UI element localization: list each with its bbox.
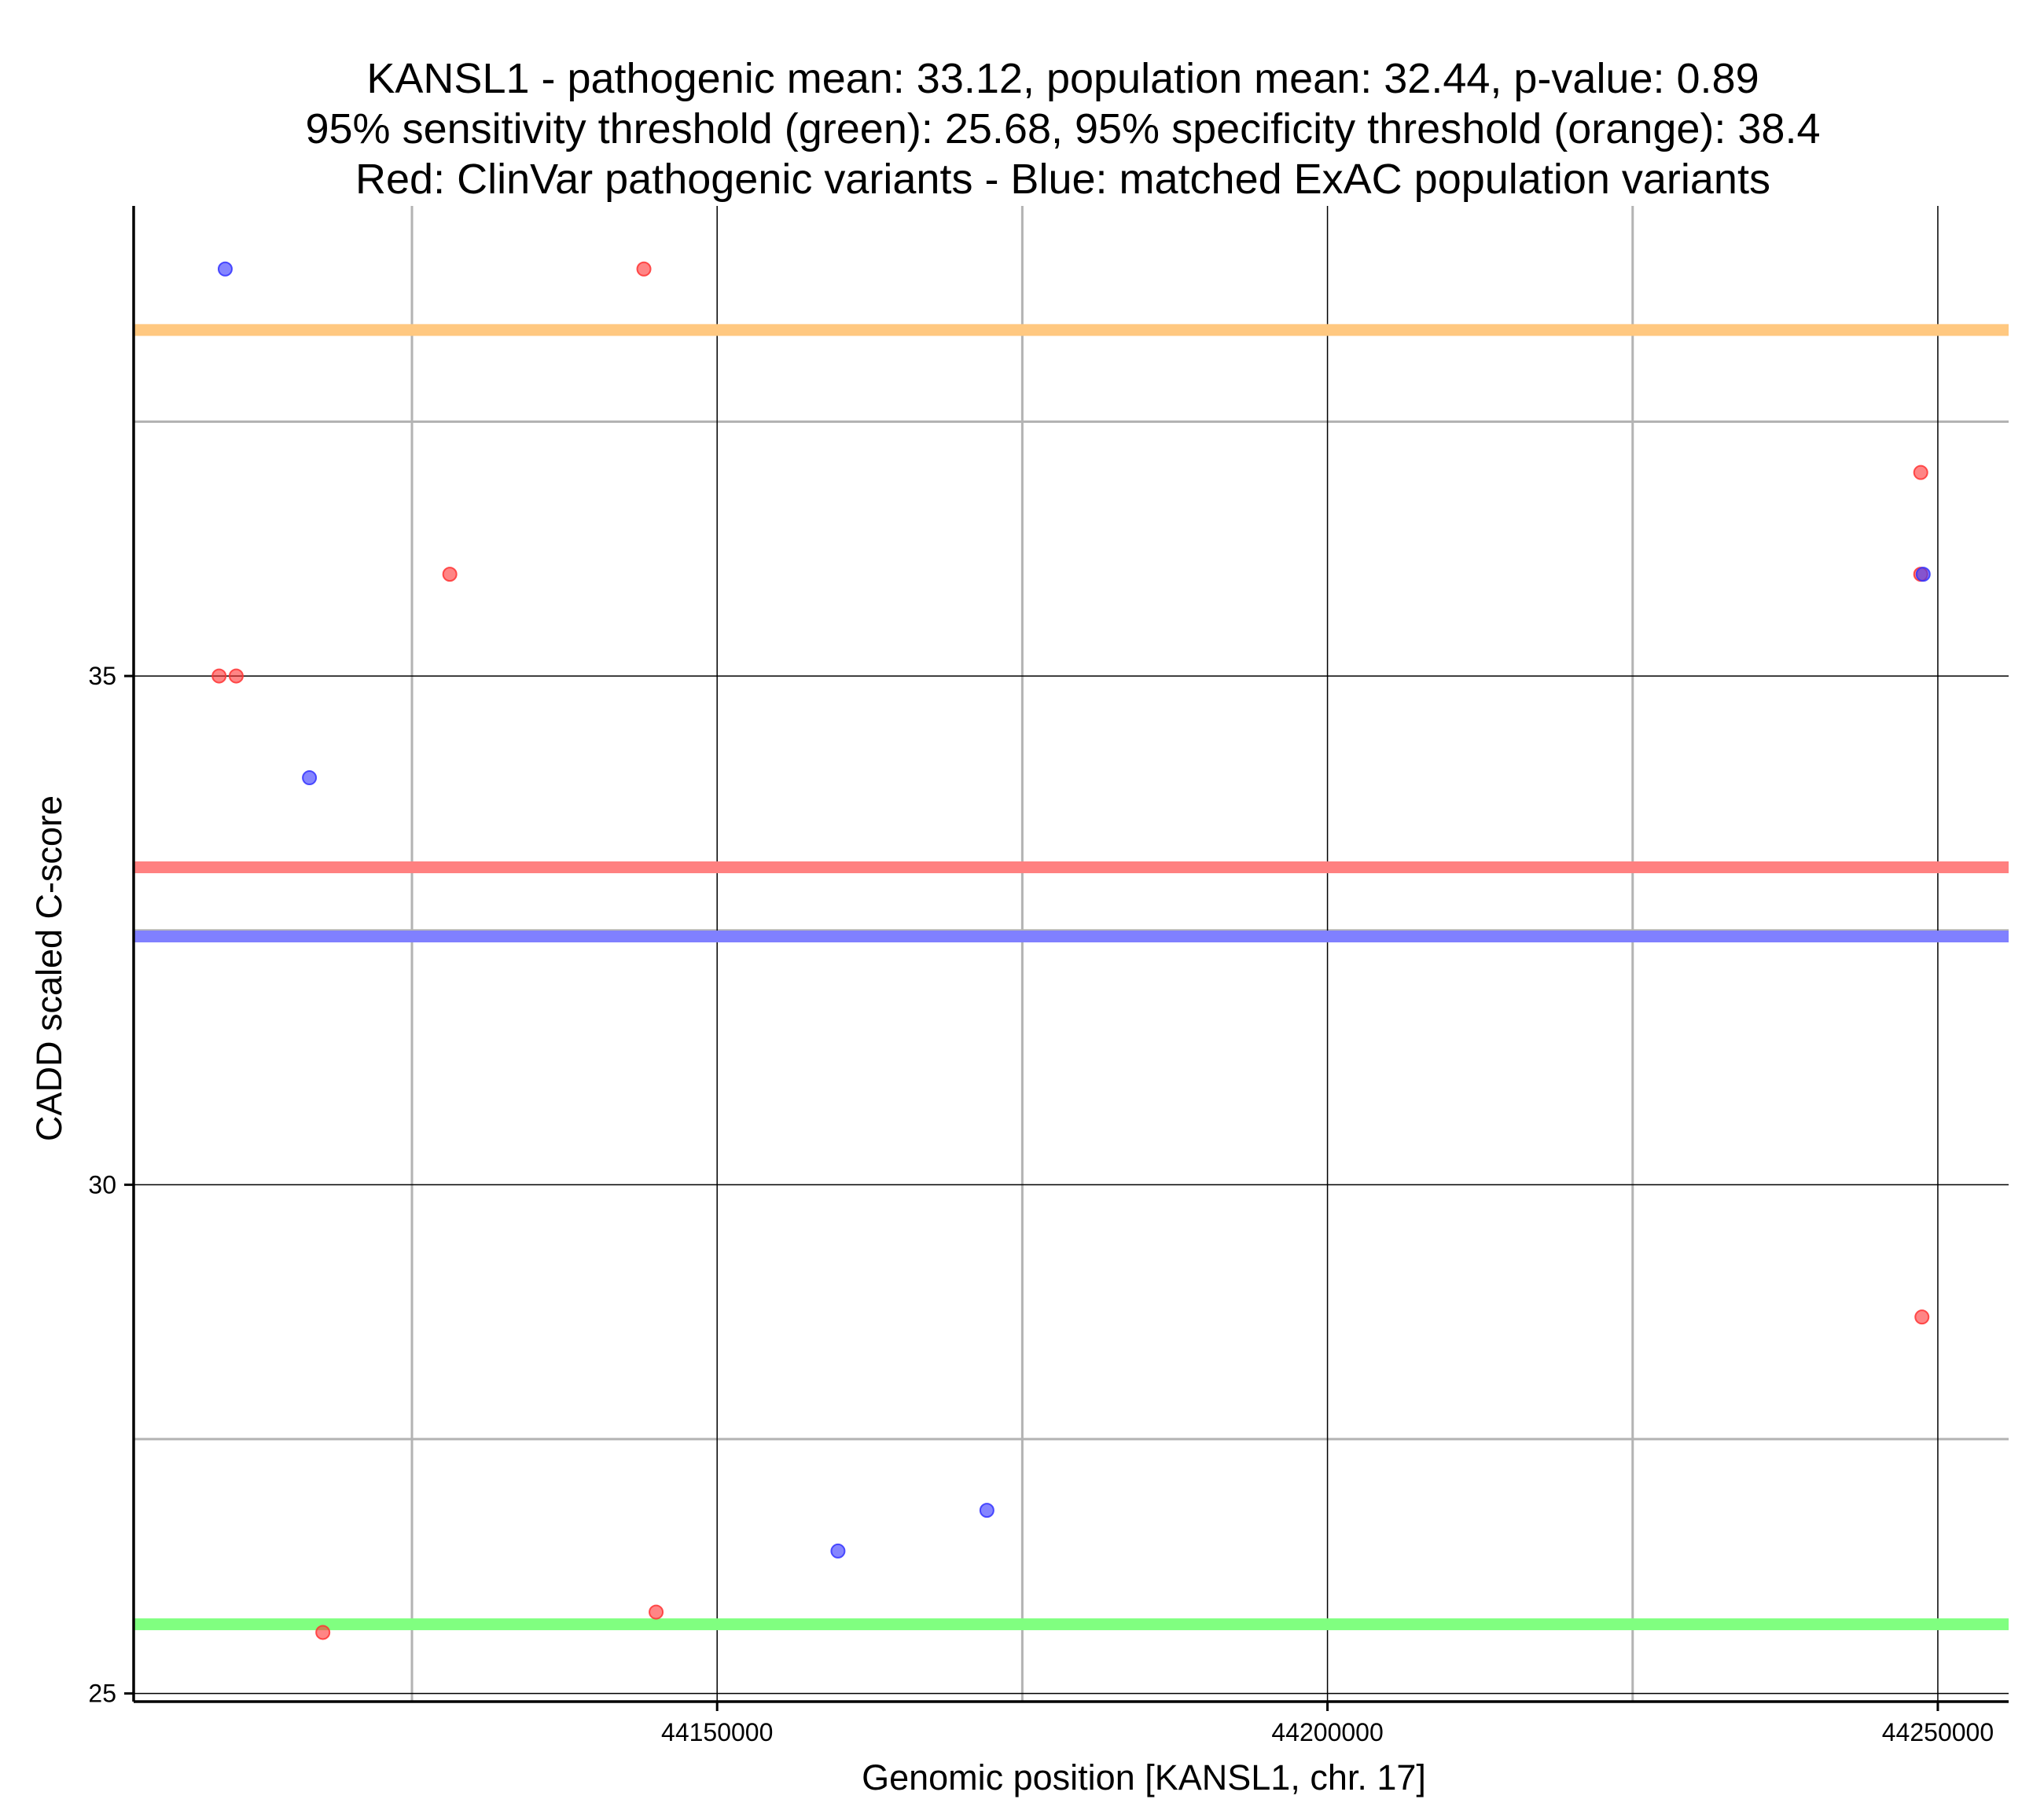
pathogenic-point: [649, 1604, 664, 1620]
x-tick-label: 44250000: [1882, 1718, 1994, 1746]
population-point: [1915, 567, 1931, 582]
pathogenic-point: [636, 261, 652, 277]
population-point: [830, 1543, 846, 1559]
chart-title-line-3: Red: ClinVar pathogenic variants - Blue:…: [355, 156, 1770, 203]
data-points: [211, 261, 1931, 1640]
threshold-lines: [134, 324, 2009, 1631]
pathogenic-point: [315, 1625, 331, 1640]
axes: [124, 206, 2009, 1711]
y-axis-label: CADD scaled C-score: [29, 795, 69, 1141]
chart-title: KANSL1 - pathogenic mean: 33.12, populat…: [305, 55, 1820, 203]
major-gridlines: [134, 206, 2009, 1702]
y-tick-label: 30: [88, 1170, 116, 1199]
tick-labels: 44150000 44200000 44250000 25 30 35: [88, 662, 1994, 1746]
chart-title-line-1: KANSL1 - pathogenic mean: 33.12, populat…: [366, 55, 1759, 102]
x-axis-label: Genomic position [KANSL1, chr. 17]: [862, 1757, 1426, 1797]
pathogenic-point: [442, 567, 458, 582]
pathogenic-point: [1914, 1309, 1930, 1325]
pathogenic-point: [228, 668, 244, 684]
population-point: [979, 1503, 994, 1518]
y-tick-label: 35: [88, 662, 116, 690]
population-point: [217, 261, 233, 277]
population-point: [302, 770, 318, 786]
pathogenic-point: [1913, 465, 1928, 480]
minor-gridlines: [134, 206, 2009, 1702]
chart-title-line-2: 95% sensitivity threshold (green): 25.68…: [305, 105, 1820, 152]
x-tick-label: 44200000: [1271, 1718, 1383, 1746]
pathogenic-point: [211, 668, 227, 684]
y-tick-label: 25: [88, 1680, 116, 1708]
x-tick-label: 44150000: [661, 1718, 773, 1746]
